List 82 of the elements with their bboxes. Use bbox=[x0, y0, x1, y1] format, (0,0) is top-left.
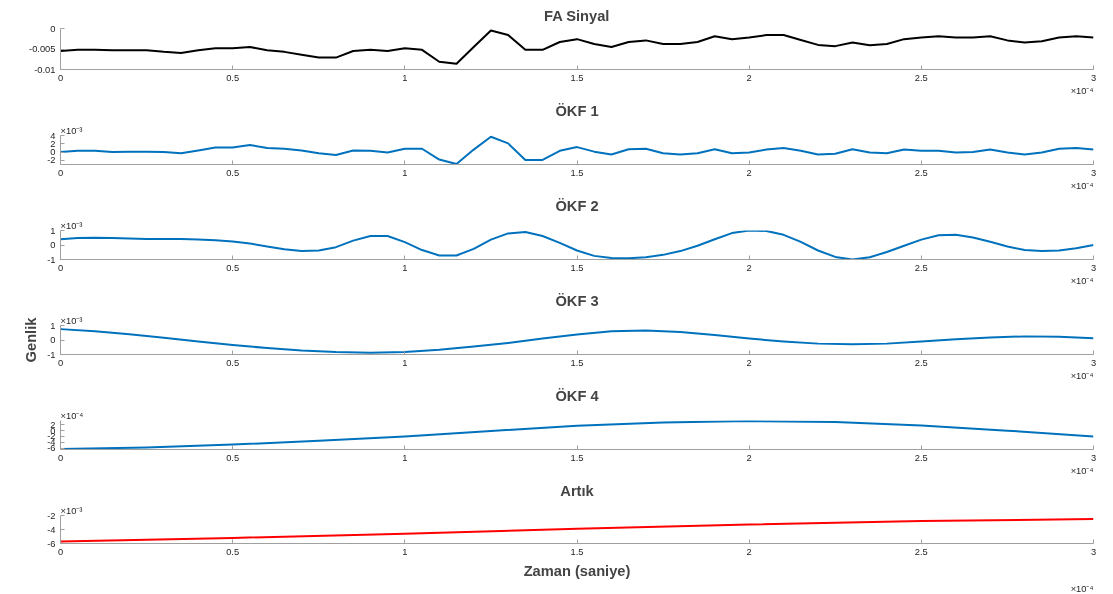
y-tick-label: -6 bbox=[47, 538, 56, 549]
x-tick-label: 1 bbox=[402, 167, 408, 178]
y-tick-label: -1 bbox=[47, 349, 56, 360]
annotation: ×10⁻⁴ bbox=[60, 410, 84, 421]
x-tick-label: 1 bbox=[402, 546, 408, 557]
line-series bbox=[60, 328, 1094, 354]
x-tick-label: 1 bbox=[402, 72, 408, 83]
line-series bbox=[60, 135, 1094, 165]
x-tick-label: 2.5 bbox=[914, 262, 928, 273]
x-tick-label: 2.5 bbox=[914, 72, 928, 83]
text: ×10⁻³ bbox=[60, 220, 83, 231]
y-axis-title: Genlik bbox=[23, 316, 40, 363]
x-tick-label: 2 bbox=[746, 167, 752, 178]
x-tick-label: 2 bbox=[746, 262, 752, 273]
y-tick-label: -0.005 bbox=[29, 44, 56, 54]
y-tick-label: -1 bbox=[47, 254, 56, 265]
y-tick-label: 0 bbox=[50, 23, 56, 34]
y-tick-label: 1 bbox=[50, 320, 56, 331]
chart-title: FA Sinyal bbox=[544, 7, 610, 24]
chart-title: ÖKF 2 bbox=[555, 197, 599, 214]
text: ×10⁻⁴ bbox=[1070, 85, 1094, 96]
y-tick-label: -2 bbox=[47, 510, 56, 521]
x-tick-label: 3 bbox=[1090, 452, 1097, 463]
x-tick-label: 0.5 bbox=[226, 546, 240, 557]
x-tick-label: 0 bbox=[57, 167, 64, 178]
x-tick-label: 0.5 bbox=[226, 167, 240, 178]
x-tick-label: 3 bbox=[1090, 357, 1097, 368]
x-tick-label: 2.5 bbox=[914, 167, 928, 178]
x-tick-label: 0 bbox=[57, 357, 64, 368]
x-tick-label: 0 bbox=[57, 72, 64, 83]
x-tick-label: 1.5 bbox=[570, 72, 584, 83]
line-series bbox=[60, 518, 1094, 543]
text: ×10⁻³ bbox=[60, 315, 83, 326]
chart-title: ÖKF 4 bbox=[555, 387, 600, 404]
x-tick-label: 0 bbox=[57, 546, 64, 557]
y-tick-label: 2 bbox=[50, 138, 56, 149]
x-axis-title: Zaman (saniye) bbox=[523, 562, 631, 579]
annotation: ×10⁻³ bbox=[60, 125, 83, 136]
line-series bbox=[60, 29, 1094, 65]
x-tick-label: 2 bbox=[746, 357, 752, 368]
text: ×10⁻⁴ bbox=[1070, 275, 1094, 286]
x-tick-label: 1.5 bbox=[570, 262, 584, 273]
x-tick-label: 2 bbox=[746, 452, 752, 463]
x-tick-label: 0.5 bbox=[226, 262, 240, 273]
x-tick-label: 3 bbox=[1090, 262, 1097, 273]
x-tick-label: 1 bbox=[402, 357, 408, 368]
chart-title: ÖKF 3 bbox=[555, 292, 599, 309]
x-tick-label: 0.5 bbox=[226, 452, 240, 463]
x-tick-label: 1.5 bbox=[570, 357, 584, 368]
y-tick-label: 0 bbox=[50, 335, 56, 345]
x-tick-label: 2 bbox=[746, 546, 752, 557]
text: ×10⁻⁴ bbox=[1070, 370, 1094, 381]
line-series bbox=[60, 230, 1094, 260]
y-tick-label: -0.01 bbox=[34, 64, 56, 75]
chart-title: Artık bbox=[560, 482, 595, 499]
x-tick-label: 2.5 bbox=[914, 357, 928, 368]
x-tick-label: 2.5 bbox=[914, 546, 928, 557]
y-tick-label: 0 bbox=[50, 147, 56, 158]
x-tick-label: 1.5 bbox=[570, 167, 584, 178]
y-tick-label: 4 bbox=[50, 130, 56, 141]
y-tick-label: 0 bbox=[50, 240, 56, 250]
x-tick-label: 1 bbox=[402, 262, 408, 273]
x-tick-label: 3 bbox=[1090, 167, 1097, 178]
x-tick-label: 3 bbox=[1090, 546, 1097, 557]
text: ×10⁻⁴ bbox=[1070, 465, 1094, 476]
x-tick-label: 0.5 bbox=[226, 357, 240, 368]
x-tick-label: 0.5 bbox=[226, 72, 240, 83]
y-tick-label: 1 bbox=[50, 225, 56, 236]
x-tick-label: 3 bbox=[1090, 72, 1097, 83]
chart-title: ÖKF 1 bbox=[555, 102, 599, 119]
text: ×10⁻⁴ bbox=[1070, 180, 1094, 191]
y-tick-label: -2 bbox=[47, 155, 56, 166]
x-tick-label: 1.5 bbox=[570, 452, 584, 463]
x-tick-label: 2 bbox=[746, 72, 752, 83]
text: ×10⁻⁴ bbox=[1070, 583, 1094, 594]
x-tick-label: 1.5 bbox=[570, 546, 584, 557]
y-tick-label: -4 bbox=[47, 524, 56, 535]
x-tick-label: 2.5 bbox=[914, 452, 928, 463]
x-tick-label: 1 bbox=[402, 452, 408, 463]
x-tick-label: 0 bbox=[57, 452, 64, 463]
annotation: ×10⁻³ bbox=[60, 505, 83, 516]
x-tick-label: 0 bbox=[57, 262, 64, 273]
